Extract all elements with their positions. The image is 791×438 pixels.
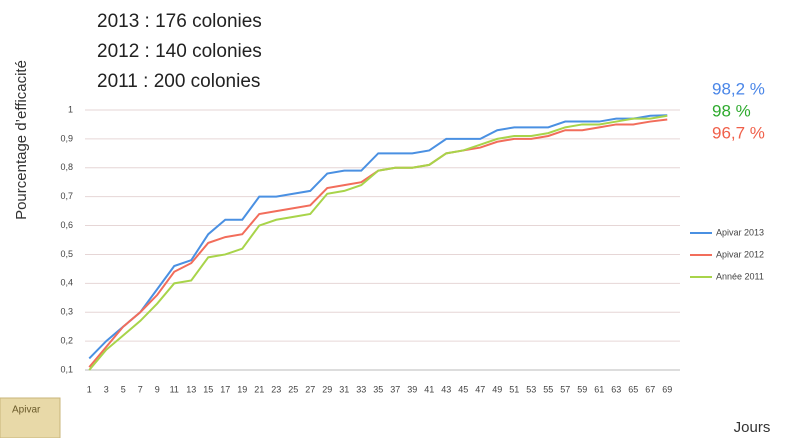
x-tick-label: 33 xyxy=(356,384,366,394)
end-label: 96,7 % xyxy=(712,123,765,142)
x-tick-label: 63 xyxy=(611,384,621,394)
x-tick-label: 29 xyxy=(322,384,332,394)
headline: 2011 : 200 colonies xyxy=(97,71,260,92)
x-tick-label: 9 xyxy=(155,384,160,394)
x-tick-label: 5 xyxy=(121,384,126,394)
x-tick-label: 45 xyxy=(458,384,468,394)
series-line xyxy=(89,120,667,368)
x-tick-label: 55 xyxy=(543,384,553,394)
x-tick-label: 51 xyxy=(509,384,519,394)
x-tick-label: 25 xyxy=(288,384,298,394)
x-tick-label: 37 xyxy=(390,384,400,394)
x-tick-label: 69 xyxy=(662,384,672,394)
y-tick-label: 0,3 xyxy=(60,307,73,317)
x-tick-label: 1 xyxy=(87,384,92,394)
x-tick-label: 17 xyxy=(220,384,230,394)
y-tick-label: 0,5 xyxy=(60,249,73,259)
x-tick-label: 61 xyxy=(594,384,604,394)
x-tick-label: 19 xyxy=(237,384,247,394)
x-tick-label: 39 xyxy=(407,384,417,394)
y-tick-label: 0,7 xyxy=(60,191,73,201)
y-tick-label: 0,4 xyxy=(60,278,73,288)
x-tick-label: 15 xyxy=(203,384,213,394)
x-tick-label: 57 xyxy=(560,384,570,394)
x-tick-label: 53 xyxy=(526,384,536,394)
x-tick-label: 27 xyxy=(305,384,315,394)
x-tick-label: 13 xyxy=(186,384,196,394)
legend-label: Année 2011 xyxy=(716,271,764,281)
y-tick-label: 1 xyxy=(68,104,73,114)
headline: 2012 : 140 colonies xyxy=(97,41,262,62)
y-tick-label: 0,9 xyxy=(60,133,73,143)
headline: 2013 : 176 colonies xyxy=(97,11,262,32)
legend-label: Apivar 2012 xyxy=(716,249,764,259)
legend-label: Apivar 2013 xyxy=(716,227,764,237)
x-tick-label: 65 xyxy=(628,384,638,394)
product-label: Apivar xyxy=(12,405,41,416)
x-tick-label: 49 xyxy=(492,384,502,394)
end-label: 98 % xyxy=(712,101,751,120)
series-line xyxy=(89,115,667,358)
x-tick-label: 59 xyxy=(577,384,587,394)
x-tick-label: 67 xyxy=(645,384,655,394)
x-tick-label: 31 xyxy=(339,384,349,394)
y-tick-label: 0,8 xyxy=(60,162,73,172)
x-tick-label: 43 xyxy=(441,384,451,394)
x-tick-label: 23 xyxy=(271,384,281,394)
x-tick-label: 11 xyxy=(170,384,179,394)
chart: Apivar Pourcentage d’efficacité Jours 20… xyxy=(0,0,791,438)
x-tick-label: 21 xyxy=(254,384,264,394)
y-tick-label: 0,6 xyxy=(60,220,73,230)
x-axis-title: Jours xyxy=(734,419,771,436)
x-tick-label: 41 xyxy=(424,384,434,394)
x-tick-label: 3 xyxy=(104,384,109,394)
y-tick-label: 0,1 xyxy=(60,364,73,374)
end-label: 98,2 % xyxy=(712,79,765,98)
x-tick-label: 35 xyxy=(373,384,383,394)
y-axis-title: Pourcentage d’efficacité xyxy=(13,60,30,220)
y-tick-label: 0,2 xyxy=(60,335,73,345)
x-tick-label: 47 xyxy=(475,384,485,394)
x-tick-label: 7 xyxy=(138,384,143,394)
